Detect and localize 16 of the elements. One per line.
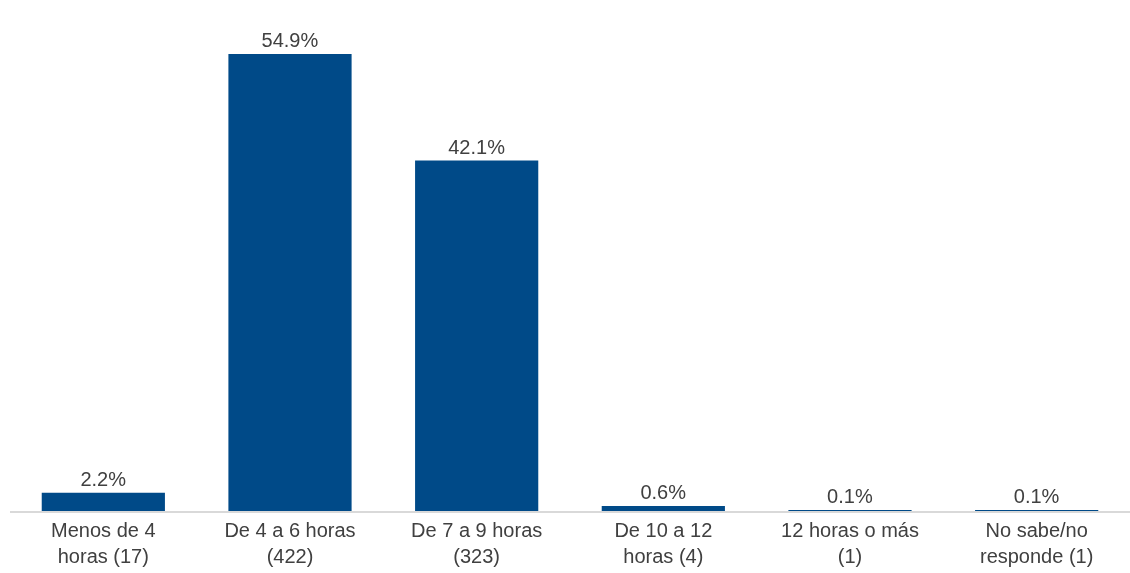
x-tick-label: Menos de 4 horas (17) [51, 518, 156, 567]
data-label: 2.2% [80, 467, 127, 490]
bar [601, 506, 725, 511]
x-tick-label: De 4 a 6 horas (422) [224, 518, 356, 567]
data-label: 42.1% [448, 135, 506, 158]
data-label: 0.6% [640, 481, 687, 504]
data-label: 0.1% [1013, 485, 1060, 507]
data-label: 54.9% [261, 29, 319, 52]
x-tick-label: De 10 a 12 horas (4) [614, 518, 713, 567]
x-tick-label: 12 horas o más (1) [781, 518, 919, 567]
x-tick-label: De 7 a 9 horas (323) [411, 518, 543, 567]
bar [228, 54, 352, 511]
data-label: 0.1% [827, 485, 873, 507]
bar [415, 160, 539, 511]
x-tick-label: No sabe/no responde (1) [979, 518, 1094, 567]
bar [41, 492, 165, 511]
